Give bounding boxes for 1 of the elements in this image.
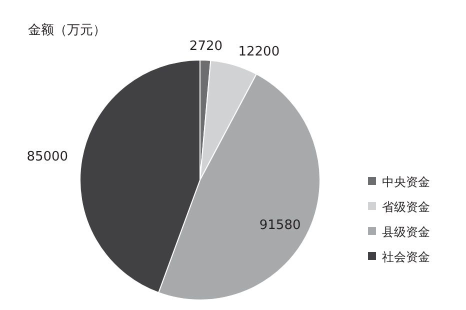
title: 金额（万元） [28,23,106,38]
